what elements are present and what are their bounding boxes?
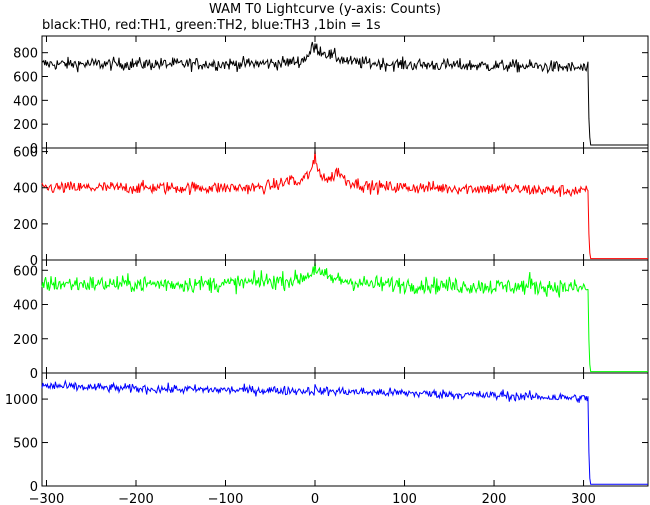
series-th3	[41, 379, 648, 485]
panels: 0200400600800020040060002004006000500100…	[5, 35, 649, 495]
panel-th1: 0 200 400 600	[13, 146, 649, 269]
x-tick-label: 100	[392, 492, 417, 505]
y-tick-label: 400	[13, 94, 38, 109]
y-tick-label: 1000	[5, 393, 38, 408]
y-tick-label: 0	[30, 142, 38, 157]
series-th0	[41, 41, 648, 146]
x-tick-label: −200	[118, 492, 154, 505]
series-th2	[41, 261, 648, 373]
chart-title: WAM T0 Lightcurve (y-axis: Counts)	[209, 2, 441, 17]
y-tick-label: 200	[13, 118, 38, 133]
panel-frame	[41, 372, 649, 487]
panel-frame	[41, 35, 649, 149]
y-tick-label: 400	[13, 182, 38, 197]
y-tick-label: 600	[13, 71, 38, 86]
panel-th3: 0 500 1000	[5, 372, 649, 495]
x-tick-label: 200	[482, 492, 507, 505]
x-tick-label: −300	[29, 492, 65, 505]
chart-subtitle: black:TH0, red:TH1, green:TH2, blue:TH3 …	[42, 18, 381, 33]
panel-frame	[41, 147, 649, 261]
x-tick-label: 0	[311, 492, 319, 505]
panel-frame	[41, 259, 649, 374]
y-tick-label: 400	[13, 299, 38, 314]
y-tick-label: 600	[13, 146, 38, 161]
x-tick-label: 300	[571, 492, 596, 505]
y-tick-label: 200	[13, 218, 38, 233]
y-tick-label: 800	[13, 47, 38, 62]
y-tick-label: 200	[13, 333, 38, 348]
x-axis: −300 −200 −100 0 100 200 300	[29, 492, 596, 505]
panel-th2: 0 200 400 600	[13, 259, 649, 382]
y-tick-label: 0	[30, 254, 38, 269]
panel-th0: 0 200 400 600 800	[13, 35, 649, 157]
y-tick-label: 0	[30, 367, 38, 382]
x-tick-label: −100	[208, 492, 244, 505]
y-tick-label: 0	[30, 480, 38, 495]
series-th1	[41, 149, 648, 260]
y-tick-label: 600	[13, 264, 38, 279]
y-tick-label: 500	[13, 437, 38, 452]
